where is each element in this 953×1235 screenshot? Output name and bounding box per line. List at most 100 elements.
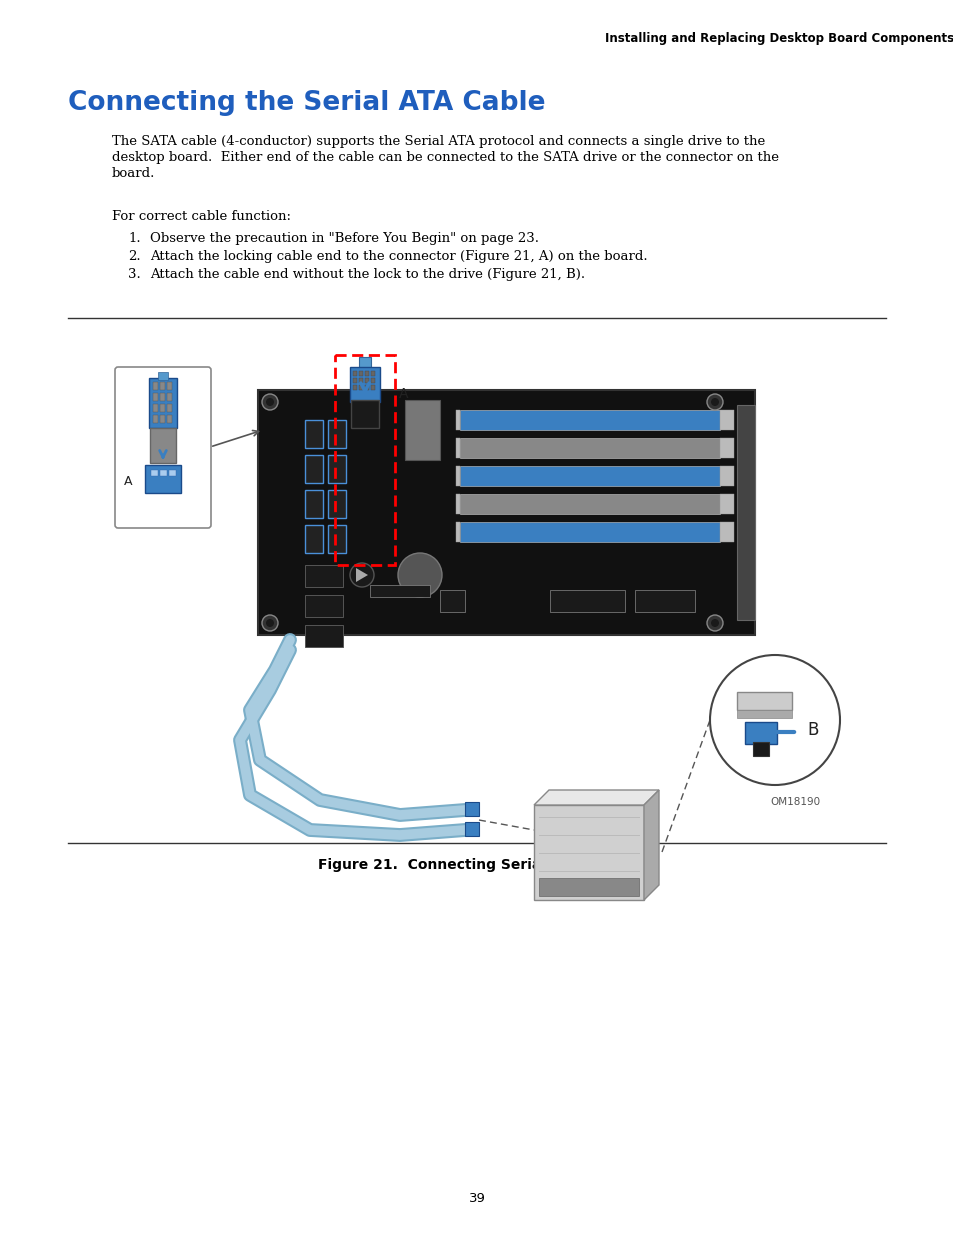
Bar — [365, 385, 369, 390]
Polygon shape — [643, 790, 659, 900]
Bar — [350, 367, 379, 403]
Bar — [305, 420, 323, 448]
Bar — [737, 692, 791, 710]
Bar — [150, 429, 175, 463]
Bar — [160, 393, 165, 401]
Bar — [720, 438, 733, 458]
Bar — [456, 522, 459, 542]
Bar — [534, 805, 643, 900]
Circle shape — [350, 563, 374, 587]
Bar — [459, 410, 720, 430]
Bar — [365, 378, 369, 383]
Text: Attach the cable end without the lock to the drive (Figure 21, B).: Attach the cable end without the lock to… — [150, 268, 584, 282]
Bar — [720, 410, 733, 430]
Bar — [358, 378, 363, 383]
Bar — [169, 471, 175, 475]
Circle shape — [706, 394, 722, 410]
Bar — [152, 382, 158, 390]
Circle shape — [709, 655, 840, 785]
Bar — [720, 522, 733, 542]
Circle shape — [710, 619, 719, 627]
Bar — [158, 372, 168, 380]
Bar — [737, 405, 754, 620]
Bar — [328, 490, 346, 517]
Bar — [152, 415, 158, 424]
Text: Connecting the Serial ATA Cable: Connecting the Serial ATA Cable — [68, 90, 545, 116]
Text: The SATA cable (4-conductor) supports the Serial ATA protocol and connects a sin: The SATA cable (4-conductor) supports th… — [112, 135, 764, 148]
Bar — [365, 370, 369, 375]
Bar — [328, 525, 346, 553]
Bar — [720, 494, 733, 514]
Bar — [720, 466, 733, 487]
Text: 2.: 2. — [128, 249, 140, 263]
Bar — [456, 466, 459, 487]
Bar — [464, 802, 478, 816]
Bar — [351, 400, 378, 429]
Bar — [538, 878, 639, 897]
Text: 3.: 3. — [128, 268, 141, 282]
Circle shape — [706, 615, 722, 631]
Bar — [305, 625, 343, 647]
Bar — [305, 564, 343, 587]
Bar — [744, 722, 776, 743]
Text: desktop board.  Either end of the cable can be connected to the SATA drive or th: desktop board. Either end of the cable c… — [112, 151, 779, 164]
Bar — [160, 471, 167, 475]
Circle shape — [262, 615, 277, 631]
Bar — [328, 420, 346, 448]
Bar — [456, 410, 459, 430]
Bar — [371, 370, 375, 375]
Text: board.: board. — [112, 167, 155, 180]
Text: 39: 39 — [468, 1192, 485, 1205]
Text: For correct cable function:: For correct cable function: — [112, 210, 291, 224]
Circle shape — [266, 619, 274, 627]
Bar — [152, 393, 158, 401]
Bar — [353, 378, 356, 383]
Bar — [459, 466, 720, 487]
Bar — [358, 370, 363, 375]
Circle shape — [397, 553, 441, 597]
Bar — [358, 385, 363, 390]
Bar — [353, 370, 356, 375]
Text: A: A — [124, 475, 132, 488]
Text: 1.: 1. — [128, 232, 140, 245]
Bar — [405, 400, 439, 459]
Bar — [152, 404, 158, 412]
Bar — [464, 823, 478, 836]
Bar — [167, 382, 172, 390]
Text: OM18190: OM18190 — [769, 797, 820, 806]
Bar — [353, 385, 356, 390]
Bar — [151, 471, 158, 475]
Text: Attach the locking cable end to the connector (Figure 21, A) on the board.: Attach the locking cable end to the conn… — [150, 249, 647, 263]
Circle shape — [710, 398, 719, 406]
Bar — [459, 522, 720, 542]
Bar — [456, 438, 459, 458]
Bar — [752, 742, 768, 756]
Bar — [160, 382, 165, 390]
Circle shape — [262, 394, 277, 410]
Bar — [459, 494, 720, 514]
Bar — [305, 525, 323, 553]
Bar — [635, 590, 695, 613]
Bar — [737, 710, 791, 718]
Bar — [328, 454, 346, 483]
Bar — [371, 385, 375, 390]
Text: Observe the precaution in "Before You Begin" on page 23.: Observe the precaution in "Before You Be… — [150, 232, 538, 245]
Polygon shape — [355, 568, 368, 582]
Bar — [167, 393, 172, 401]
Bar — [550, 590, 624, 613]
Bar — [149, 378, 177, 429]
Bar — [160, 415, 165, 424]
Text: A: A — [398, 387, 408, 401]
Bar — [370, 585, 430, 597]
Text: Installing and Replacing Desktop Board Components: Installing and Replacing Desktop Board C… — [605, 32, 953, 44]
Bar — [305, 454, 323, 483]
Bar — [459, 438, 720, 458]
Text: B: B — [806, 721, 818, 739]
Bar — [305, 595, 343, 618]
Bar — [167, 415, 172, 424]
Bar — [456, 494, 459, 514]
Bar — [160, 404, 165, 412]
Bar — [358, 357, 371, 369]
Bar — [257, 390, 754, 635]
Bar — [439, 590, 464, 613]
